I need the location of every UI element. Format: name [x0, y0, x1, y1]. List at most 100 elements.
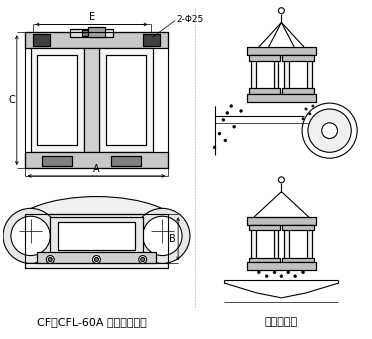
Bar	[25, 214, 168, 268]
Bar	[289, 229, 307, 259]
Bar	[25, 214, 168, 268]
Ellipse shape	[135, 208, 190, 263]
Bar	[25, 152, 168, 168]
Bar	[70, 29, 113, 37]
Circle shape	[224, 139, 227, 142]
Bar	[88, 27, 105, 37]
Bar	[25, 32, 168, 48]
Circle shape	[322, 123, 337, 139]
Circle shape	[213, 146, 216, 149]
Bar	[143, 34, 160, 46]
Circle shape	[93, 256, 100, 263]
Text: A: A	[93, 164, 100, 174]
Bar	[282, 225, 314, 230]
Circle shape	[218, 132, 221, 135]
Bar	[84, 48, 99, 152]
Bar	[58, 222, 135, 250]
Text: 2-Φ25: 2-Φ25	[176, 15, 203, 24]
Bar	[282, 88, 314, 94]
Circle shape	[257, 271, 260, 274]
Bar	[249, 88, 280, 94]
Circle shape	[222, 118, 225, 121]
Text: E: E	[89, 13, 94, 22]
Bar	[38, 55, 77, 145]
Circle shape	[302, 271, 305, 274]
Bar	[38, 55, 77, 145]
Bar	[247, 94, 316, 102]
Ellipse shape	[11, 216, 50, 256]
Text: CF、CFL-60A 型外形尺寸图: CF、CFL-60A 型外形尺寸图	[37, 317, 147, 327]
Bar	[256, 229, 273, 259]
Circle shape	[273, 271, 276, 274]
Bar	[284, 55, 312, 94]
Bar	[256, 59, 273, 90]
Bar	[289, 59, 307, 90]
Bar	[58, 222, 135, 250]
Bar	[42, 156, 72, 166]
Bar	[106, 55, 146, 145]
Bar	[111, 156, 141, 166]
Text: 安装示意图: 安装示意图	[265, 317, 298, 327]
Bar	[249, 225, 280, 230]
Bar	[50, 217, 143, 255]
Bar	[249, 88, 280, 94]
Bar	[256, 59, 273, 90]
Bar	[106, 55, 146, 145]
Bar	[251, 225, 279, 262]
Ellipse shape	[143, 216, 182, 256]
Bar	[282, 88, 314, 94]
Circle shape	[94, 258, 99, 261]
Bar	[31, 48, 84, 152]
Bar	[38, 252, 155, 263]
Bar	[284, 225, 312, 262]
Circle shape	[308, 109, 351, 152]
Bar	[25, 152, 168, 168]
Bar	[247, 47, 316, 55]
Bar	[256, 229, 273, 259]
Bar	[99, 48, 153, 152]
Bar	[82, 30, 92, 36]
Bar	[289, 59, 307, 90]
Ellipse shape	[10, 197, 183, 265]
Circle shape	[233, 125, 236, 128]
Bar	[42, 156, 72, 166]
Bar	[143, 34, 160, 46]
Circle shape	[48, 258, 52, 261]
Bar	[25, 32, 168, 48]
Circle shape	[294, 275, 296, 278]
Circle shape	[240, 109, 243, 113]
Circle shape	[312, 105, 314, 107]
Bar	[249, 55, 280, 61]
Bar	[33, 34, 50, 46]
Bar	[282, 258, 314, 262]
Bar	[289, 229, 307, 259]
Bar	[249, 258, 280, 262]
Ellipse shape	[3, 208, 58, 263]
Bar	[249, 55, 280, 61]
Bar	[282, 55, 314, 61]
Circle shape	[279, 177, 284, 183]
Bar	[88, 27, 105, 37]
Bar	[282, 258, 314, 262]
Bar	[247, 262, 316, 270]
Bar	[31, 48, 84, 152]
Circle shape	[305, 108, 307, 110]
Circle shape	[230, 105, 233, 107]
Text: C: C	[8, 95, 15, 105]
Bar	[282, 225, 314, 230]
Text: B: B	[169, 234, 176, 244]
Bar	[251, 55, 279, 94]
Bar	[249, 258, 280, 262]
Bar	[82, 30, 92, 36]
Bar	[247, 217, 316, 225]
Bar	[247, 94, 316, 102]
Bar	[50, 217, 143, 255]
Bar	[70, 29, 113, 37]
Bar	[249, 225, 280, 230]
Bar	[33, 34, 50, 46]
Circle shape	[302, 118, 304, 120]
Bar	[247, 47, 316, 55]
Bar	[84, 48, 99, 152]
Bar	[251, 55, 279, 94]
Bar	[99, 48, 153, 152]
